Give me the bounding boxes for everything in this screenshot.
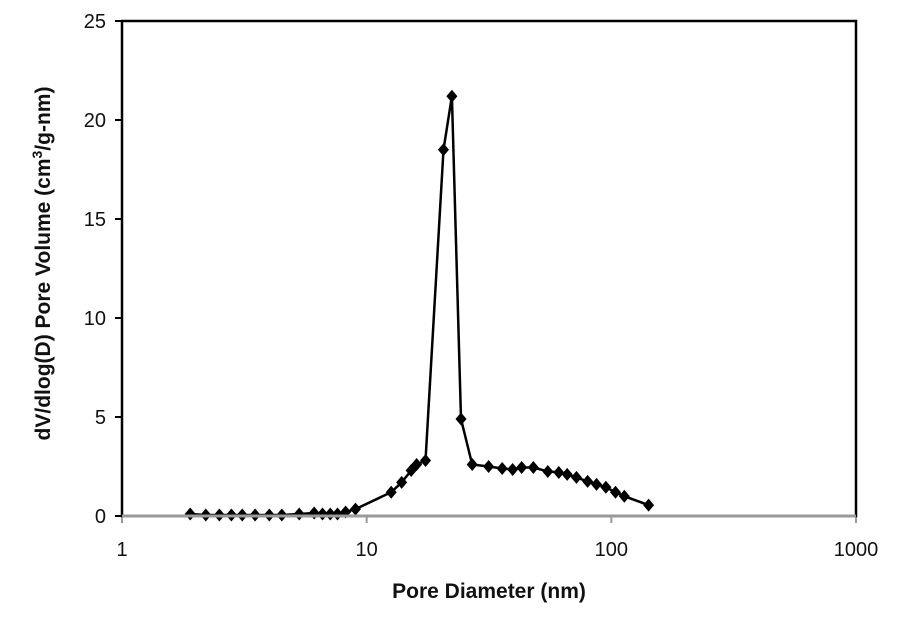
data-point-diamond: [527, 460, 539, 474]
data-point-diamond: [582, 474, 594, 488]
data-point-diamond: [385, 485, 397, 499]
data-point-diamond: [507, 462, 519, 476]
x-tick-label: 10: [356, 539, 378, 561]
x-tick-label: 1: [116, 539, 127, 561]
y-axis-title-main: dV/dlog(D) Pore Volume (cm: [32, 158, 55, 440]
data-point-diamond: [349, 502, 361, 516]
data-point-diamond: [396, 475, 408, 489]
data-point-diamond: [643, 498, 655, 512]
y-axis-ticks: 0 5 10 15 20 25: [84, 11, 122, 528]
y-tick-label: 0: [95, 506, 106, 528]
data-point-diamond: [324, 507, 336, 521]
data-point-diamond: [591, 477, 603, 491]
data-point-diamond: [455, 412, 467, 426]
y-tick-label: 15: [84, 209, 106, 231]
data-point-diamond: [437, 143, 449, 157]
y-tick-label: 5: [95, 407, 106, 429]
data-point-diamond: [553, 465, 565, 479]
data-point-diamond: [542, 464, 554, 478]
y-tick-label: 20: [84, 110, 106, 132]
data-point-diamond: [600, 480, 612, 494]
y-axis-title-superscript: 3: [29, 150, 45, 158]
x-tick-label: 100: [595, 539, 628, 561]
data-point-diamond: [483, 460, 495, 473]
y-tick-label: 10: [84, 308, 106, 330]
y-axis-title-unit: /g-nm): [32, 87, 55, 151]
x-tick-label: 1000: [834, 539, 879, 561]
data-point-diamond: [316, 507, 329, 521]
data-point-diamond: [496, 461, 508, 475]
data-point-diamond: [516, 460, 528, 474]
x-axis-title: Pore Diameter (nm): [392, 580, 586, 603]
data-point-diamond: [570, 470, 582, 484]
data-point-diamond: [446, 89, 458, 103]
data-point-diamond: [466, 458, 478, 472]
data-point-diamond: [561, 467, 573, 481]
y-tick-label: 25: [84, 11, 106, 33]
data-point-diamond: [411, 458, 423, 472]
x-axis-ticks: 1 10 100 1000: [116, 516, 878, 561]
data-point-diamond: [609, 485, 622, 499]
data-point-diamond: [419, 454, 432, 468]
y-axis-title: dV/dlog(D) Pore Volume (cm3/g-nm): [29, 87, 55, 441]
data-point-diamond: [618, 489, 630, 503]
